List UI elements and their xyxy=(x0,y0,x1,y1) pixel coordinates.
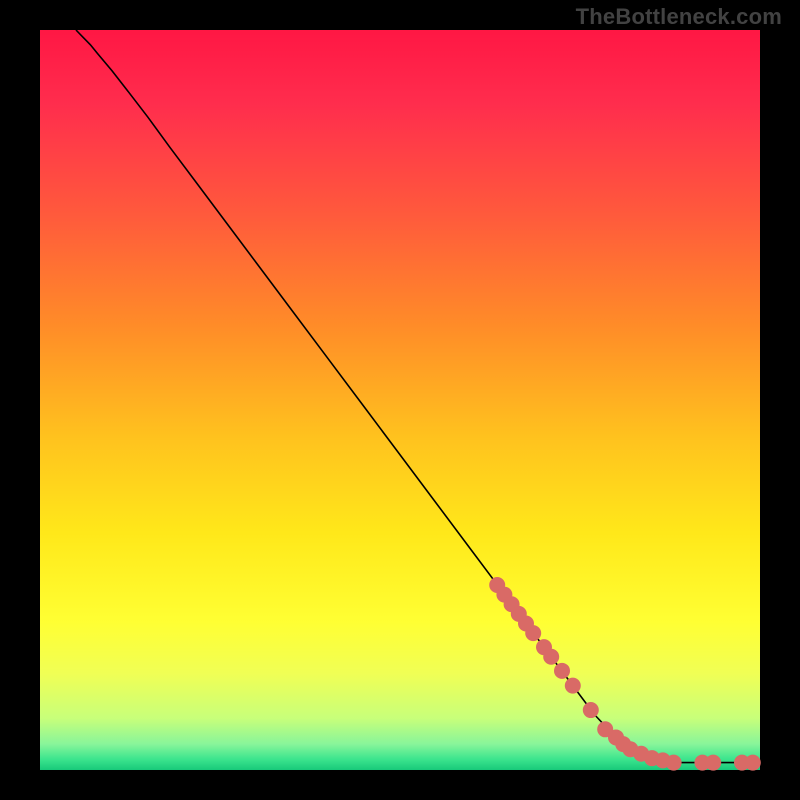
data-marker xyxy=(745,755,760,770)
bottleneck-chart xyxy=(0,0,800,800)
data-marker xyxy=(544,649,559,664)
data-marker xyxy=(526,626,541,641)
data-marker xyxy=(555,663,570,678)
data-marker xyxy=(666,755,681,770)
plot-background xyxy=(40,30,760,770)
data-marker xyxy=(583,703,598,718)
data-marker xyxy=(565,678,580,693)
data-marker xyxy=(706,755,721,770)
attribution-text: TheBottleneck.com xyxy=(576,4,782,30)
